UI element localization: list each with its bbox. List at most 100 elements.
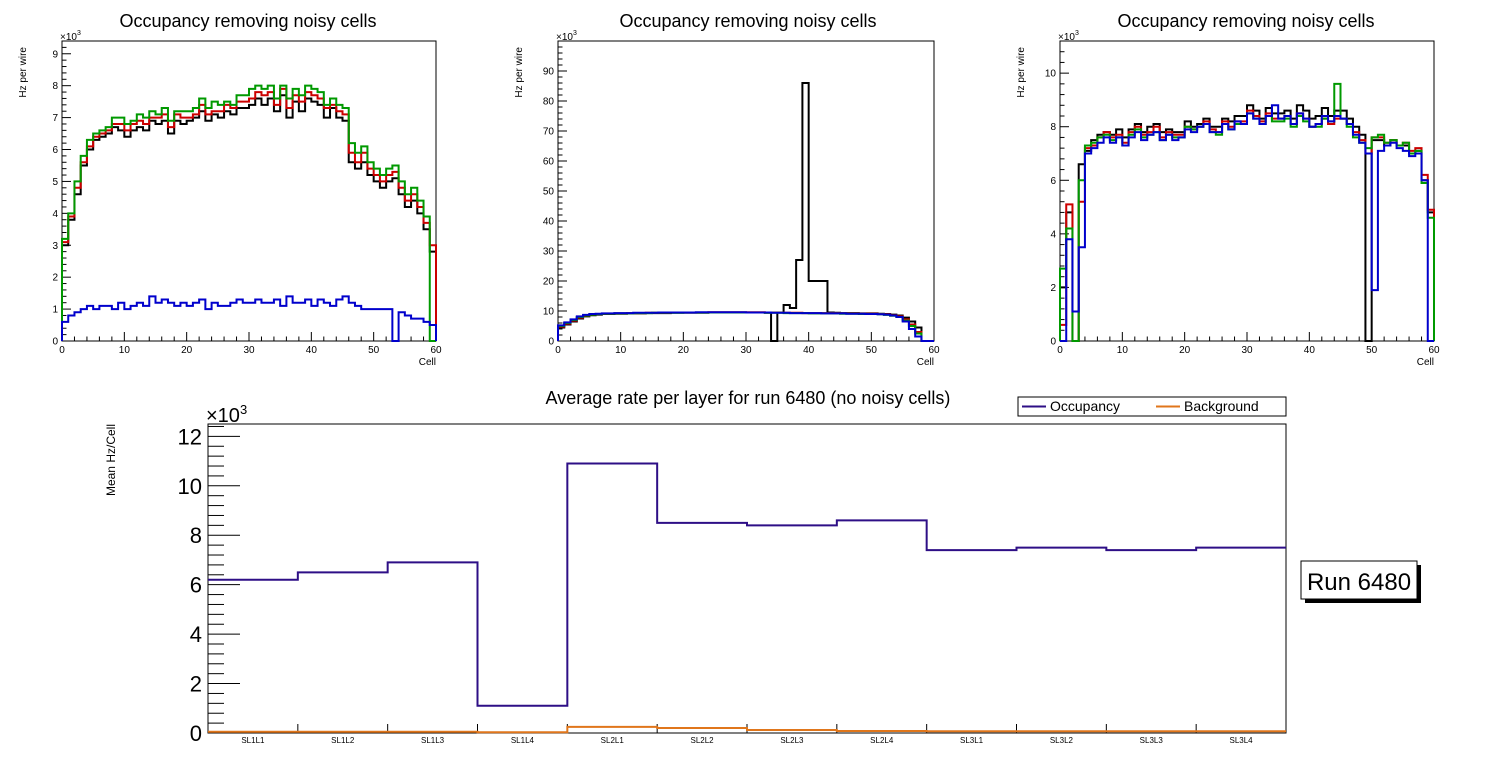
x-tick-label: 50 <box>1366 345 1378 356</box>
x-tick-label: 60 <box>1428 345 1440 356</box>
panel-title: Occupancy removing noisy cells <box>1117 11 1374 31</box>
multiplier-base: ×10 <box>556 32 573 43</box>
category-label: SL3L4 <box>1230 736 1254 745</box>
x-tick-label: 20 <box>1179 345 1191 356</box>
x-tick-label: 20 <box>678 345 690 356</box>
category-label: SL2L4 <box>870 736 894 745</box>
plot-frame <box>207 423 1287 734</box>
y-tick-label: 7 <box>52 113 58 124</box>
category-label: SL2L1 <box>601 736 625 745</box>
y-tick-label: 40 <box>543 217 555 228</box>
panel-title: Average rate per layer for run 6480 (no … <box>546 388 951 408</box>
series-blue-line <box>557 311 934 342</box>
run-label-text: Run 6480 <box>1307 569 1411 596</box>
legend-label-occupancy: Occupancy <box>1050 398 1120 414</box>
y-tick-label: 4 <box>190 622 202 647</box>
y-tick-label: 30 <box>543 247 555 258</box>
series-green-line <box>61 84 436 342</box>
y-tick-label: 20 <box>543 277 555 288</box>
x-tick-label: 0 <box>1057 345 1063 356</box>
x-tick-label: 50 <box>368 345 380 356</box>
x-axis-label: Cell <box>1417 357 1434 368</box>
category-label: SL3L3 <box>1140 736 1164 745</box>
y-tick-label: 50 <box>543 187 555 198</box>
y-tick-label: 4 <box>52 209 58 220</box>
series-blue-line <box>61 295 437 342</box>
x-tick-label: 40 <box>306 345 318 356</box>
y-tick-label: 3 <box>52 241 58 252</box>
series-red-line <box>61 87 437 341</box>
x-tick-label: 10 <box>1117 345 1129 356</box>
x-tick-label: 50 <box>866 345 878 356</box>
category-label: SL3L2 <box>1050 736 1074 745</box>
x-tick-label: 30 <box>1241 345 1253 356</box>
legend-box <box>1017 396 1287 417</box>
category-label: SL1L2 <box>331 736 355 745</box>
average-rate-panel: Average rate per layer for run 6480 (no … <box>104 388 1287 746</box>
y-tick-label: 8 <box>52 81 58 92</box>
y-tick-label: 6 <box>52 145 58 156</box>
y-tick-label: 0 <box>190 721 202 746</box>
y-tick-label: 10 <box>178 474 202 499</box>
y-tick-label: 2 <box>190 672 202 697</box>
y-tick-label: 0 <box>52 337 58 348</box>
y-tick-label: 80 <box>543 97 555 108</box>
y-tick-label: 1 <box>52 305 58 316</box>
x-tick-label: 30 <box>740 345 752 356</box>
y-tick-label: 4 <box>1050 229 1056 240</box>
axis-multiplier: ×103 <box>1058 30 1079 43</box>
plot-frame <box>61 40 437 342</box>
series-black-line <box>557 82 934 342</box>
y-tick-label: 2 <box>52 273 58 284</box>
x-tick-label: 60 <box>430 345 442 356</box>
x-tick-label: 20 <box>181 345 193 356</box>
histogram-panel-3: Occupancy removing noisy cells Hz per wir… <box>1016 11 1440 368</box>
plot-frame <box>557 40 935 342</box>
y-tick-label: 90 <box>543 67 555 78</box>
x-tick-label: 30 <box>243 345 255 356</box>
y-tick-label: 2 <box>1050 283 1056 294</box>
multiplier-exponent: 3 <box>77 30 81 37</box>
x-tick-label: 40 <box>803 345 815 356</box>
series-occupancy-line <box>208 462 1286 707</box>
multiplier-exponent: 3 <box>573 30 577 37</box>
y-tick-label: 5 <box>52 177 58 188</box>
y-tick-label: 70 <box>543 127 555 138</box>
multiplier-exponent: 3 <box>240 402 247 417</box>
axis-multiplier: ×103 <box>206 402 247 427</box>
panel-title: Occupancy removing noisy cells <box>619 11 876 31</box>
y-tick-label: 6 <box>190 573 202 598</box>
category-label: SL2L3 <box>780 736 804 745</box>
histogram-panel-2: Occupancy removing noisy cells Hz per wir… <box>514 11 940 368</box>
x-tick-label: 0 <box>555 345 561 356</box>
y-tick-label: 9 <box>52 49 58 60</box>
multiplier-base: ×10 <box>60 32 77 43</box>
x-axis-label: Cell <box>419 357 436 368</box>
multiplier-base: ×10 <box>1058 32 1075 43</box>
x-tick-label: 60 <box>928 345 940 356</box>
run-label-box: Run 6480 <box>1300 560 1421 603</box>
category-label: SL2L2 <box>691 736 715 745</box>
legend-label-background: Background <box>1184 398 1259 414</box>
category-label: SL1L3 <box>421 736 445 745</box>
histogram-panel-1: Occupancy removing noisy cells Hz per wir… <box>18 11 442 368</box>
x-axis-label: Cell <box>917 357 934 368</box>
y-tick-label: 10 <box>543 307 555 318</box>
y-tick-label: 0 <box>1050 337 1056 348</box>
y-tick-label: 10 <box>1045 69 1057 80</box>
y-tick-label: 12 <box>178 424 202 449</box>
y-axis-label: Hz per wire <box>514 47 525 98</box>
x-tick-label: 10 <box>119 345 131 356</box>
x-tick-label: 0 <box>59 345 65 356</box>
y-axis-label: Hz per wire <box>1016 47 1027 98</box>
x-tick-label: 10 <box>615 345 627 356</box>
axis-multiplier: ×103 <box>60 30 81 43</box>
y-tick-label: 8 <box>190 523 202 548</box>
category-label: SL3L1 <box>960 736 984 745</box>
y-axis-label: Mean Hz/Cell <box>104 424 118 496</box>
category-label: SL1L4 <box>511 736 535 745</box>
y-tick-label: 60 <box>543 157 555 168</box>
multiplier-base: ×10 <box>206 405 240 427</box>
multiplier-exponent: 3 <box>1075 30 1079 37</box>
